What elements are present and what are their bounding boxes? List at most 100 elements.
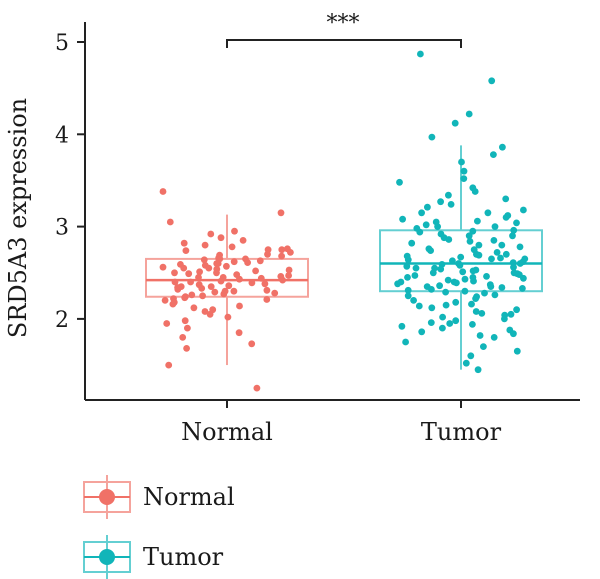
data-point: [498, 284, 506, 291]
data-point: [427, 247, 434, 255]
points-tumor: [394, 50, 529, 374]
data-point: [437, 198, 444, 206]
x-tick-label: Normal: [181, 418, 273, 446]
data-point: [520, 206, 527, 214]
data-point: [516, 243, 524, 251]
data-point: [184, 324, 191, 332]
data-point: [510, 226, 518, 234]
data-point: [502, 195, 510, 203]
x-tick-label: Tumor: [421, 418, 502, 446]
significance-bracket: ***: [226, 11, 462, 48]
data-point: [432, 218, 440, 226]
data-point: [510, 269, 518, 277]
data-point: [466, 238, 474, 245]
data-point: [452, 298, 460, 306]
data-point: [190, 304, 198, 312]
data-point: [507, 310, 515, 318]
data-point: [404, 292, 412, 300]
y-axis-label: SRD5A3 expression: [4, 98, 32, 338]
data-point: [399, 215, 406, 223]
data-point: [439, 324, 446, 332]
data-point: [462, 359, 470, 367]
data-point: [404, 256, 412, 264]
data-point: [236, 275, 243, 283]
data-point: [457, 253, 465, 261]
data-point: [185, 270, 193, 278]
data-point: [181, 294, 189, 302]
data-point: [427, 319, 435, 326]
y-tick-label: 5: [55, 31, 69, 56]
data-point: [213, 269, 220, 277]
data-point: [502, 250, 510, 258]
data-point: [502, 214, 510, 221]
data-point: [248, 279, 256, 287]
data-point: [231, 227, 238, 235]
data-point: [200, 256, 208, 264]
legend-label: Tumor: [143, 543, 224, 571]
data-point: [468, 300, 475, 308]
legend-item-normal: Normal: [83, 475, 235, 519]
data-point: [285, 272, 292, 279]
data-point: [287, 249, 294, 256]
data-point: [217, 277, 225, 285]
data-point: [418, 328, 426, 336]
data-point: [201, 241, 209, 249]
data-point: [513, 219, 520, 227]
data-point: [460, 175, 468, 183]
data-point: [195, 274, 202, 281]
data-point: [476, 332, 484, 339]
data-point: [519, 285, 526, 292]
significance-label: ***: [327, 11, 360, 36]
data-point: [411, 272, 419, 279]
data-point: [469, 321, 476, 328]
data-point: [475, 241, 483, 249]
data-point: [428, 286, 435, 293]
data-point: [460, 167, 468, 175]
data-point: [201, 308, 209, 315]
data-point: [416, 228, 424, 236]
data-point: [230, 287, 238, 295]
data-point: [451, 119, 459, 127]
data-point: [285, 266, 293, 274]
data-point: [418, 209, 425, 217]
data-point: [415, 302, 423, 310]
data-point: [469, 274, 477, 281]
data-point: [207, 230, 215, 238]
data-point: [461, 287, 469, 295]
data-point: [447, 201, 455, 208]
iqr-box: [379, 229, 543, 293]
data-point: [470, 246, 478, 254]
data-point: [187, 278, 195, 286]
data-point: [404, 274, 411, 281]
data-point: [248, 340, 256, 348]
data-point: [510, 263, 517, 271]
data-point: [490, 334, 498, 341]
data-point: [235, 329, 243, 337]
data-point: [257, 274, 265, 282]
data-point: [474, 366, 482, 374]
data-point: [461, 275, 469, 283]
data-point: [446, 320, 454, 327]
data-point: [437, 265, 445, 273]
data-point: [487, 283, 495, 290]
data-point: [221, 287, 229, 295]
data-point: [424, 203, 431, 211]
data-point: [236, 302, 243, 310]
data-point: [398, 322, 406, 330]
data-point: [179, 334, 187, 341]
data-point: [224, 313, 232, 321]
data-point: [404, 286, 412, 294]
y-tick-label: 3: [55, 216, 69, 241]
data-point: [459, 268, 467, 276]
data-point: [471, 188, 479, 195]
data-point: [264, 250, 271, 258]
data-point: [453, 279, 460, 287]
data-point: [429, 269, 437, 277]
data-point: [207, 283, 215, 290]
data-point: [182, 247, 190, 255]
data-point: [510, 330, 517, 338]
data-point: [488, 77, 496, 85]
data-point: [180, 239, 188, 247]
data-point: [183, 345, 191, 352]
data-point: [436, 282, 443, 290]
